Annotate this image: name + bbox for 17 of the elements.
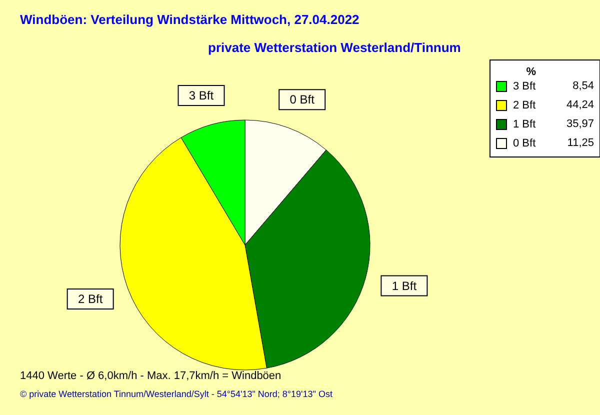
slice-label: 0 Bft [290, 92, 316, 107]
chart-title: Windböen: Verteilung Windstärke Mittwoch, 27.04.2022 [20, 12, 360, 27]
data-label: 8,54 [572, 80, 594, 92]
text: 1440 Werte - Ø 6,0km/h - Max. 17,7km/h = Windböen [20, 370, 282, 382]
slice-label: 2 Bft [78, 292, 104, 306]
data-label: 11,25 [567, 137, 594, 149]
data-label: 35,97 [566, 118, 594, 130]
legend-label: 2 Bft [513, 100, 536, 112]
legend-label: 1 Bft [513, 118, 536, 130]
data-label: 44,24 [566, 99, 594, 111]
text: © private Wetterstation Tinnum/Westerland/Sylt - 54°54'13" Nord; 8°19'13" Ost [20, 389, 333, 399]
slice-label: 1 Bft [392, 278, 418, 293]
legend-label: 3 Bft [513, 80, 536, 92]
legend-label: 0 Bft [513, 138, 536, 150]
chart-subtitle: private Wetterstation Westerland/Tinnum [208, 40, 461, 55]
slice-label: 3 Bft [188, 88, 214, 103]
legend-title: % [526, 66, 536, 78]
